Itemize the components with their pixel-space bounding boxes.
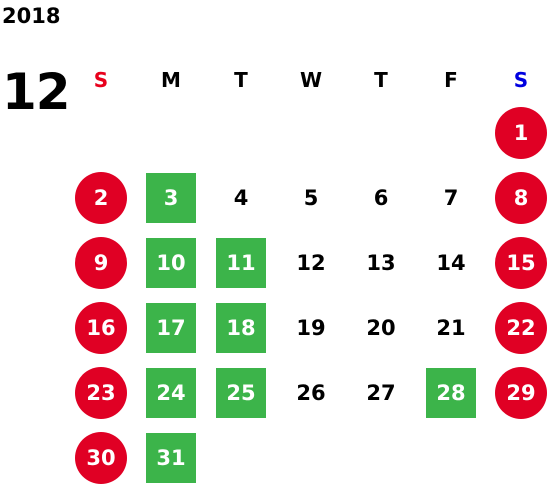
weekday-header-sat: S — [513, 68, 529, 92]
calendar-empty-cell — [216, 433, 266, 483]
calendar-day[interactable]: 18 — [216, 302, 266, 353]
calendar-empty-cell — [496, 433, 546, 483]
calendar-empty-cell — [426, 433, 476, 483]
calendar-day[interactable]: 28 — [426, 367, 476, 418]
calendar-day[interactable]: 23 — [75, 366, 127, 419]
calendar-day[interactable]: 2 — [75, 171, 127, 224]
calendar-grid: S M T W T F S 1 2 3 4 5 6 7 8 9 10 11 12 13 14 15 16 17 1… — [66, 60, 548, 490]
calendar-day[interactable]: 16 — [75, 301, 127, 354]
calendar-day[interactable]: 15 — [495, 236, 547, 289]
calendar-empty-cell — [356, 108, 406, 158]
calendar-day[interactable]: 21 — [436, 315, 466, 340]
calendar-empty-cell — [216, 108, 266, 158]
calendar-day[interactable]: 20 — [366, 315, 396, 340]
calendar-day[interactable]: 30 — [75, 431, 127, 484]
calendar-day[interactable]: 5 — [303, 185, 319, 210]
calendar-empty-cell — [426, 108, 476, 158]
calendar-day[interactable]: 1 — [495, 106, 547, 159]
calendar-empty-cell — [76, 108, 126, 158]
calendar-day[interactable]: 9 — [75, 236, 127, 289]
calendar-day[interactable]: 31 — [146, 432, 196, 483]
calendar-day[interactable]: 6 — [373, 185, 389, 210]
calendar-day[interactable]: 3 — [146, 172, 196, 223]
calendar-day[interactable]: 11 — [216, 237, 266, 288]
calendar-day[interactable]: 13 — [366, 250, 396, 275]
calendar-day[interactable]: 26 — [296, 380, 326, 405]
weekday-header-sun: S — [93, 68, 109, 92]
calendar-day[interactable]: 10 — [146, 237, 196, 288]
calendar-year: 2018 — [2, 4, 61, 28]
weekday-header-thu: T — [374, 68, 388, 92]
calendar-day[interactable]: 14 — [436, 250, 466, 275]
calendar-day[interactable]: 7 — [443, 185, 459, 210]
calendar-empty-cell — [286, 433, 336, 483]
weekday-header-mon: M — [161, 68, 181, 92]
calendar-day[interactable]: 19 — [296, 315, 326, 340]
calendar-day[interactable]: 12 — [296, 250, 326, 275]
calendar-day[interactable]: 25 — [216, 367, 266, 418]
calendar-day[interactable]: 8 — [495, 171, 547, 224]
calendar-day[interactable]: 24 — [146, 367, 196, 418]
weekday-header-wed: W — [299, 68, 323, 92]
calendar-month: 12 — [2, 63, 71, 121]
calendar-empty-cell — [356, 433, 406, 483]
calendar-empty-cell — [146, 108, 196, 158]
calendar-day[interactable]: 29 — [495, 366, 547, 419]
calendar-empty-cell — [286, 108, 336, 158]
weekday-header-tue: T — [234, 68, 248, 92]
weekday-header-fri: F — [444, 68, 458, 92]
calendar-day[interactable]: 4 — [233, 185, 249, 210]
calendar-day[interactable]: 17 — [146, 302, 196, 353]
calendar-day[interactable]: 22 — [495, 301, 547, 354]
calendar-day[interactable]: 27 — [366, 380, 396, 405]
